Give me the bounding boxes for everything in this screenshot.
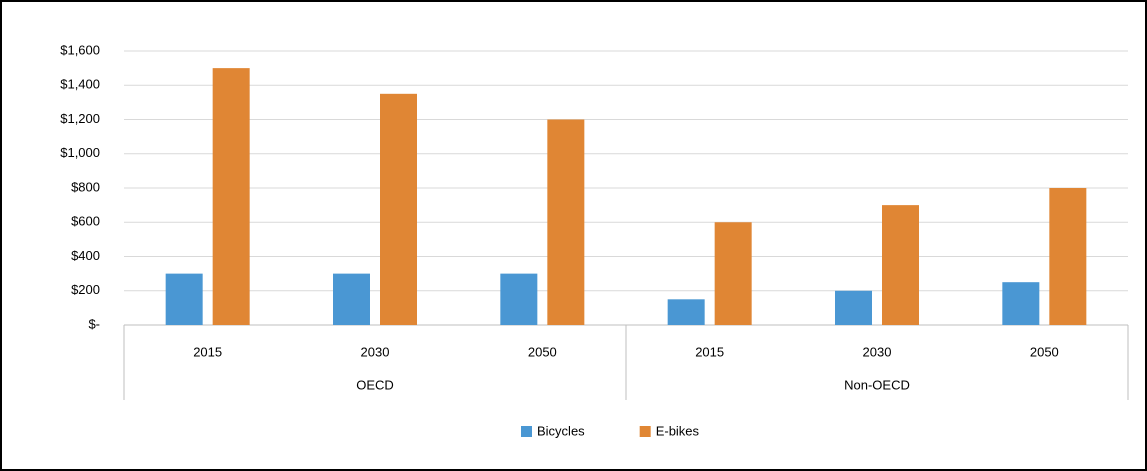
bar [835,290,872,325]
x-tick-label: 2050 [528,344,557,359]
y-tick-label: $600 [71,214,100,229]
bar [547,119,585,325]
group-label: Non-OECD [844,377,910,392]
bar [165,273,203,325]
x-tick-label: 2030 [361,344,390,359]
y-tick-label: $800 [71,179,100,194]
legend-swatch [639,426,651,437]
legend-label: E-bikes [656,423,700,438]
y-tick-label: $400 [71,248,100,263]
bar [333,273,370,325]
y-tick-label: $1,400 [60,77,100,92]
x-tick-label: 2015 [695,344,724,359]
y-tick-label: $1,600 [60,42,100,57]
legend-label: Bicycles [537,423,585,438]
y-tick-label: $1,200 [60,111,100,126]
x-tick-label: 2015 [193,344,222,359]
x-tick-label: 2050 [1030,344,1059,359]
bar [882,205,919,325]
bar [380,93,417,325]
y-tick-label: $- [88,316,100,331]
group-label: OECD [356,377,394,392]
bar [1002,282,1040,325]
x-tick-label: 2030 [863,344,892,359]
legend-swatch [521,426,532,437]
y-tick-label: $200 [71,282,100,297]
bar [714,222,752,325]
bar [1049,188,1087,325]
bar [500,273,538,325]
bar [667,299,705,325]
y-tick-label: $1,000 [60,145,100,160]
bar [212,68,250,325]
